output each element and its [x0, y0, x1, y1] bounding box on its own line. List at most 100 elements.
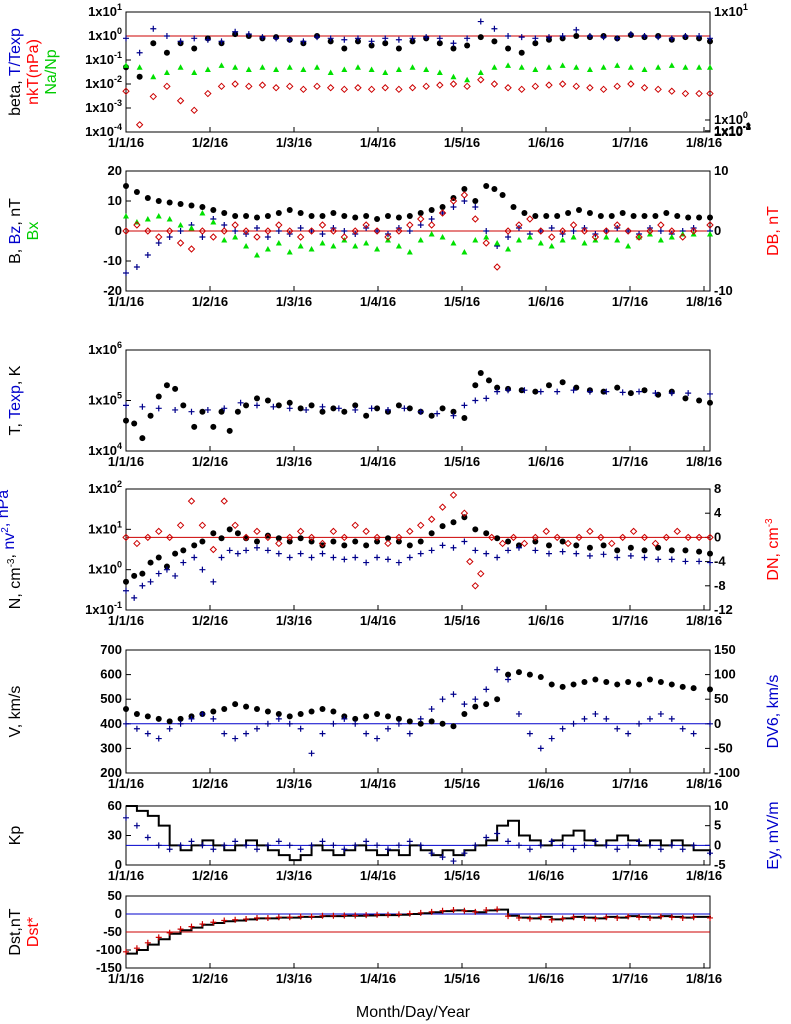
- series-beta-1: [123, 18, 713, 56]
- data-point: [220, 497, 228, 505]
- data-point: [461, 701, 468, 708]
- data-point: [180, 547, 187, 554]
- data-point: [655, 556, 662, 563]
- x-tick-label: 1/6/16: [528, 971, 564, 986]
- data-point: [273, 35, 280, 42]
- x-tick-label: 1/2/16: [192, 613, 228, 628]
- data-point: [668, 390, 675, 397]
- data-point: [679, 846, 686, 853]
- tick-label: 1x10-1: [85, 50, 122, 67]
- tick-label: 1x10-1: [714, 121, 751, 138]
- data-point: [690, 842, 697, 849]
- tick-label: 10: [108, 193, 122, 208]
- data-point: [449, 80, 458, 88]
- data-point: [384, 846, 391, 853]
- data-point: [652, 213, 659, 219]
- data-point: [165, 227, 174, 235]
- data-point: [406, 910, 413, 917]
- data-point: [382, 35, 389, 42]
- data-point: [286, 207, 293, 213]
- tick-label: -20: [103, 283, 122, 298]
- x-axis-label: Month/Day/Year: [356, 1004, 471, 1021]
- data-point: [275, 402, 282, 409]
- data-point: [548, 838, 555, 845]
- data-point: [627, 544, 634, 551]
- data-point: [330, 538, 337, 545]
- tick-label: 1x10-4: [85, 122, 122, 139]
- data-point: [586, 388, 593, 395]
- data-point: [232, 701, 239, 708]
- data-point: [286, 720, 293, 727]
- plot-frame: [125, 11, 711, 133]
- tick-label: 0: [714, 223, 721, 238]
- data-point: [707, 559, 713, 566]
- data-point: [264, 532, 271, 539]
- data-point: [172, 406, 179, 413]
- data-point: [163, 382, 170, 389]
- data-point: [362, 527, 370, 536]
- y-axis-label: beta, T/TexpnkT(nPa)Na/Np: [7, 28, 60, 116]
- data-point: [438, 209, 447, 217]
- data-point: [308, 246, 315, 252]
- data-point: [259, 34, 266, 41]
- data-point: [234, 408, 241, 415]
- panel-kp: 60 30 0 10 5 0 -5 1/1/16 1/2/16 1/3/16 1/4/16 1/5/1…: [7, 798, 782, 883]
- data-point: [505, 547, 512, 554]
- data-point: [401, 405, 408, 412]
- data-point: [395, 243, 402, 249]
- data-point: [483, 686, 490, 693]
- data-point: [352, 842, 359, 849]
- data-point: [406, 542, 413, 549]
- data-point: [166, 718, 173, 725]
- data-point: [232, 64, 239, 70]
- data-point: [483, 183, 490, 189]
- data-point: [191, 69, 198, 76]
- data-point: [381, 84, 389, 92]
- data-point: [548, 243, 555, 249]
- data-point: [352, 214, 359, 221]
- data-point: [545, 542, 552, 549]
- data-point: [586, 84, 594, 92]
- data-point: [155, 842, 162, 849]
- x-tick-label: 1/8/16: [686, 776, 722, 791]
- x-tick-label: 1/3/16: [276, 294, 312, 309]
- data-point: [204, 66, 211, 73]
- tick-label: 1x100: [88, 26, 122, 43]
- x-tick-label: 1/7/16: [612, 135, 648, 150]
- data-point: [477, 18, 484, 25]
- data-point: [537, 674, 544, 681]
- data-point: [199, 234, 206, 240]
- data-point: [231, 521, 239, 530]
- data-point: [217, 82, 226, 91]
- data-point: [558, 227, 567, 235]
- x-tick-label: 1/1/16: [108, 868, 144, 883]
- data-point: [314, 64, 321, 70]
- data-point: [428, 530, 435, 537]
- tick-label: -100: [96, 942, 122, 957]
- data-point: [395, 45, 402, 52]
- data-point: [573, 542, 580, 549]
- data-point: [559, 725, 566, 732]
- data-point: [253, 225, 260, 231]
- data-point: [682, 547, 689, 554]
- y-axis-label: Kp: [7, 826, 24, 846]
- data-point: [505, 62, 512, 68]
- data-point: [204, 406, 211, 413]
- data-point: [221, 222, 228, 228]
- data-point: [384, 406, 391, 413]
- data-point: [436, 81, 444, 89]
- data-point: [136, 73, 143, 80]
- data-point: [509, 533, 518, 542]
- data-point: [188, 225, 195, 231]
- data-point: [395, 911, 402, 918]
- data-point: [668, 87, 676, 95]
- data-point: [133, 710, 140, 717]
- data-point: [706, 221, 714, 229]
- x-tick-label: 1/4/16: [360, 868, 396, 883]
- data-point: [591, 233, 600, 241]
- data-point: [614, 846, 621, 853]
- data-point: [330, 210, 337, 216]
- tick-label: 1x104: [88, 441, 122, 458]
